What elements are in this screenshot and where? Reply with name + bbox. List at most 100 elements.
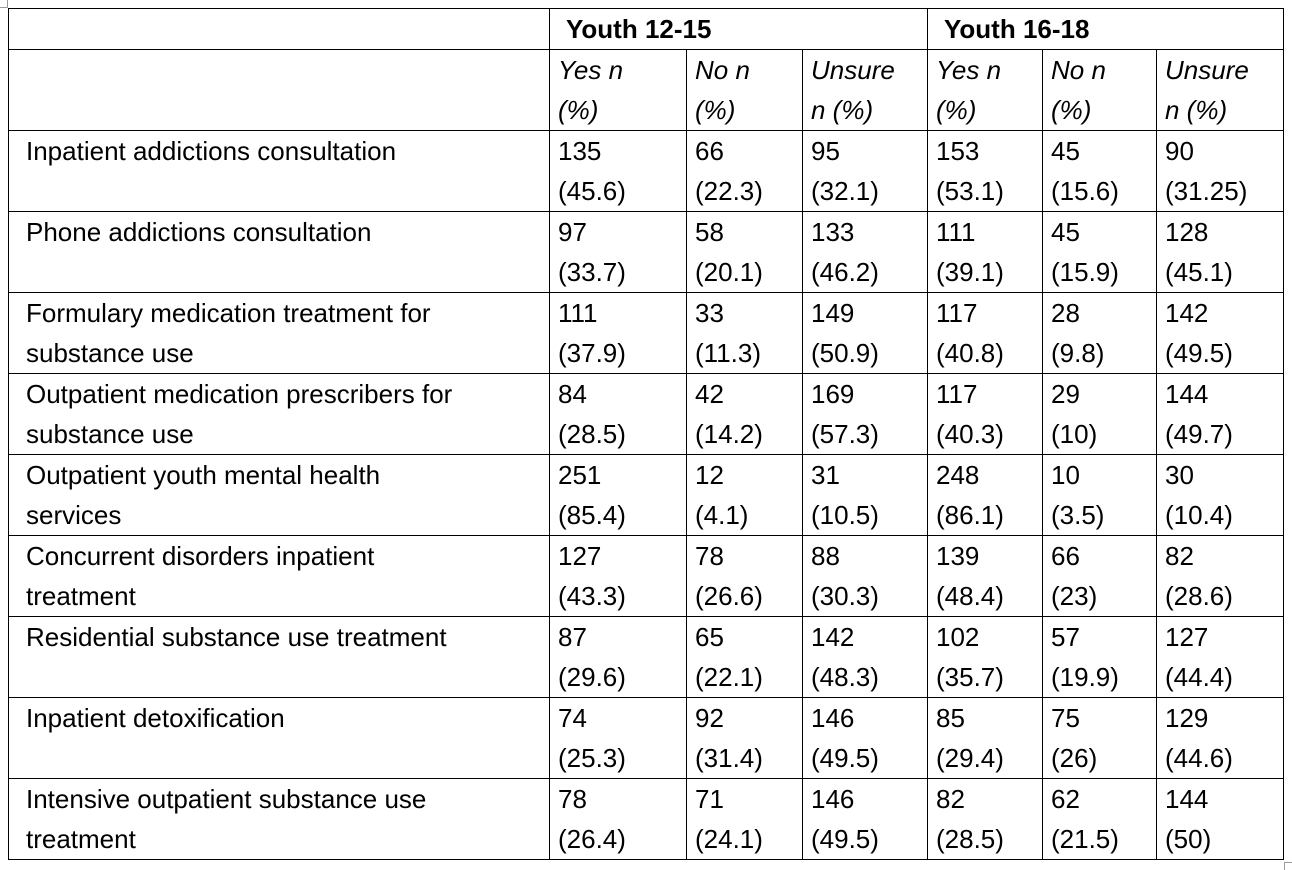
count-value: 30 (1165, 460, 1194, 490)
sub-header-line: Yes n (558, 55, 624, 85)
sub-header-unsure-16-18: Unsure n (%) (1156, 49, 1284, 131)
percent-value: (22.3) (695, 176, 763, 206)
group-header-youth-12-15: Youth 12-15 (549, 8, 928, 50)
count-value: 78 (558, 784, 587, 814)
percent-value: (14.2) (695, 419, 763, 449)
value-cell: 87 (29.6) (549, 616, 687, 698)
percent-value: (86.1) (936, 500, 1004, 530)
count-value: 128 (1165, 217, 1209, 247)
count-value: 127 (558, 541, 602, 571)
percent-value: (85.4) (558, 500, 626, 530)
sub-header-line: n (%) (811, 95, 874, 125)
value-cell: 127 (43.3) (549, 535, 687, 617)
percent-value: (29.6) (558, 662, 626, 692)
row-label-line: Residential substance use treatment (26, 622, 447, 652)
sub-header-unsure-12-15: Unsure n (%) (802, 49, 928, 131)
percent-value: (3.5) (1051, 500, 1105, 530)
count-value: 42 (695, 379, 724, 409)
percent-value: (9.8) (1051, 338, 1105, 368)
count-value: 127 (1165, 622, 1209, 652)
table-row: Outpatient youth mental health services 25… (8, 454, 1284, 536)
value-cell: 30 (10.4) (1156, 454, 1284, 536)
percent-value: (31.25) (1165, 176, 1248, 206)
count-value: 28 (1051, 298, 1080, 328)
page-corner-mark-top-left (0, 0, 8, 8)
percent-value: (24.1) (695, 824, 763, 854)
count-value: 102 (936, 622, 980, 652)
count-value: 82 (1165, 541, 1194, 571)
sub-header-line: Yes n (936, 55, 1002, 85)
row-label-cell: Formulary medication treatment for substa… (8, 292, 550, 374)
count-value: 78 (695, 541, 724, 571)
row-label-line: Intensive outpatient substance use (26, 784, 427, 814)
count-value: 66 (1051, 541, 1080, 571)
percent-value: (15.9) (1051, 257, 1119, 287)
value-cell: 127 (44.4) (1156, 616, 1284, 698)
percent-value: (53.1) (936, 176, 1004, 206)
count-value: 62 (1051, 784, 1080, 814)
count-value: 85 (936, 703, 965, 733)
count-value: 144 (1165, 379, 1209, 409)
count-value: 135 (558, 136, 602, 166)
count-value: 82 (936, 784, 965, 814)
percent-value: (21.5) (1051, 824, 1119, 854)
percent-value: (28.6) (1165, 581, 1233, 611)
sub-header-line: (%) (558, 95, 599, 125)
percent-value: (26.4) (558, 824, 626, 854)
row-label-line: services (26, 500, 122, 530)
percent-value: (49.5) (811, 743, 879, 773)
count-value: 90 (1165, 136, 1194, 166)
value-cell: 90 (31.25) (1156, 130, 1284, 212)
count-value: 12 (695, 460, 724, 490)
row-label-line: treatment (26, 824, 136, 854)
table-row: Inpatient detoxification 74 (25.3) 92 (31.4)… (8, 697, 1284, 779)
percent-value: (35.7) (936, 662, 1004, 692)
row-label-cell: Intensive outpatient substance use treatm… (8, 778, 550, 860)
percent-value: (43.3) (558, 581, 626, 611)
count-value: 117 (936, 298, 978, 328)
percent-value: (28.5) (558, 419, 626, 449)
count-value: 74 (558, 703, 587, 733)
percent-value: (20.1) (695, 257, 763, 287)
count-value: 169 (811, 379, 855, 409)
percent-value: (37.9) (558, 338, 626, 368)
percent-value: (45.1) (1165, 257, 1233, 287)
percent-value: (44.4) (1165, 662, 1233, 692)
percent-value: (49.7) (1165, 419, 1233, 449)
value-cell: 45 (15.6) (1042, 130, 1157, 212)
value-cell: 29 (10) (1042, 373, 1157, 455)
value-cell: 169 (57.3) (802, 373, 928, 455)
value-cell: 144 (50) (1156, 778, 1284, 860)
value-cell: 66 (23) (1042, 535, 1157, 617)
table-row: Formulary medication treatment for substa… (8, 292, 1284, 374)
value-cell: 33 (11.3) (686, 292, 803, 374)
row-label-cell: Inpatient detoxification (8, 697, 550, 779)
row-label-cell: Outpatient youth mental health services (8, 454, 550, 536)
sub-header-line: Unsure (811, 55, 895, 85)
sub-header-line: (%) (1051, 95, 1092, 125)
count-value: 84 (558, 379, 587, 409)
count-value: 33 (695, 298, 724, 328)
percent-value: (15.6) (1051, 176, 1119, 206)
percent-value: (4.1) (695, 500, 749, 530)
percent-value: (26.6) (695, 581, 763, 611)
group-header-row: Youth 12-15 Youth 16-18 (8, 8, 1284, 50)
empty-corner-cell (8, 8, 550, 50)
percent-value: (46.2) (811, 257, 879, 287)
value-cell: 84 (28.5) (549, 373, 687, 455)
percent-value: (10.4) (1165, 500, 1233, 530)
sub-header-line: (%) (695, 95, 736, 125)
count-value: 153 (936, 136, 980, 166)
sub-header-yes-12-15: Yes n (%) (549, 49, 687, 131)
group-header-youth-16-18: Youth 16-18 (927, 8, 1284, 50)
sub-header-line: No n (1051, 55, 1106, 85)
value-cell: 10 (3.5) (1042, 454, 1157, 536)
count-value: 146 (811, 703, 855, 733)
percent-value: (32.1) (811, 176, 879, 206)
value-cell: 74 (25.3) (549, 697, 687, 779)
value-cell: 85 (29.4) (927, 697, 1043, 779)
sub-header-yes-16-18: Yes n (%) (927, 49, 1043, 131)
value-cell: 31 (10.5) (802, 454, 928, 536)
count-value: 149 (811, 298, 855, 328)
row-label-line: Outpatient youth mental health (26, 460, 381, 490)
